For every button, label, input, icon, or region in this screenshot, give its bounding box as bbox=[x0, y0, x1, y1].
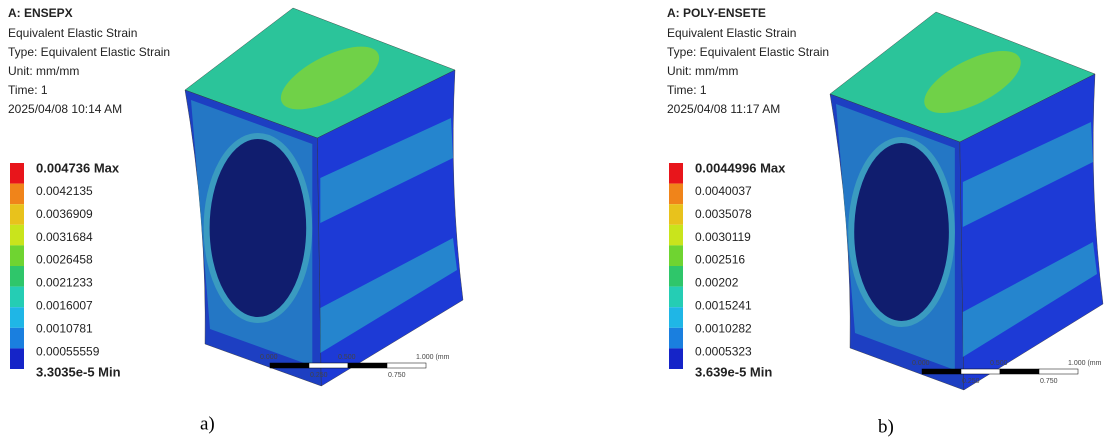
legend-swatch bbox=[10, 328, 24, 349]
result-info: 2025/04/08 11:17 AM bbox=[667, 102, 780, 116]
legend-label: 0.0040037 bbox=[695, 184, 752, 198]
result-info: Equivalent Elastic Strain bbox=[667, 26, 796, 40]
legend-swatch bbox=[10, 287, 24, 308]
legend-swatch bbox=[10, 163, 24, 184]
legend-swatch bbox=[669, 245, 683, 266]
scale-segment bbox=[922, 369, 961, 374]
scale-segment bbox=[961, 369, 1000, 374]
legend-swatch bbox=[10, 348, 24, 369]
scale-segment bbox=[270, 363, 309, 368]
legend-swatch bbox=[669, 287, 683, 308]
legend-swatch bbox=[669, 266, 683, 287]
result-info: Equivalent Elastic Strain bbox=[8, 26, 137, 40]
legend-swatch bbox=[10, 184, 24, 205]
legend-label: 0.0030119 bbox=[695, 230, 751, 244]
scale-segment bbox=[348, 363, 387, 368]
panel: A: ENSEPX Equivalent Elastic Strain Type: … bbox=[8, 6, 463, 434]
panel: A: POLY-ENSETE Equivalent Elastic Strain T… bbox=[667, 6, 1103, 437]
caption: b) bbox=[878, 416, 894, 437]
legend-swatch bbox=[10, 245, 24, 266]
scale-label: 0.000 bbox=[912, 360, 930, 367]
result-title: A: ENSEPX bbox=[8, 6, 73, 20]
legend-swatch bbox=[10, 204, 24, 225]
legend-swatch bbox=[10, 266, 24, 287]
legend-label: 0.002516 bbox=[695, 253, 745, 267]
legend-label: 0.0010781 bbox=[36, 321, 93, 335]
legend-label: 0.0044996 Max bbox=[695, 160, 786, 175]
scale-label: 0.500 bbox=[990, 360, 1008, 367]
legend-label: 0.0026458 bbox=[36, 253, 93, 267]
legend-label: 0.0036909 bbox=[36, 207, 93, 221]
legend-label: 0.00055559 bbox=[36, 344, 100, 358]
result-info: Time: 1 bbox=[667, 83, 707, 97]
scale-label: 0.250 bbox=[310, 372, 328, 379]
legend-swatch bbox=[669, 348, 683, 369]
legend-swatch bbox=[10, 225, 24, 246]
legend-swatch bbox=[669, 184, 683, 205]
scale-label: 0.250 bbox=[962, 378, 980, 385]
scale-segment bbox=[387, 363, 426, 368]
legend-label: 0.0005323 bbox=[695, 344, 752, 358]
legend-label: 3.639e-5 Min bbox=[695, 364, 772, 379]
result-info: Time: 1 bbox=[8, 83, 48, 97]
caption: a) bbox=[200, 413, 215, 434]
legend-swatch bbox=[669, 225, 683, 246]
scale-label: 0.750 bbox=[1040, 378, 1058, 385]
hole bbox=[207, 136, 310, 320]
scale-segment bbox=[309, 363, 348, 368]
figure: A: ENSEPX Equivalent Elastic Strain Type: … bbox=[0, 0, 1105, 441]
scale-segment bbox=[1039, 369, 1078, 374]
legend-swatch bbox=[669, 204, 683, 225]
scale-segment bbox=[1000, 369, 1039, 374]
legend-swatch bbox=[669, 328, 683, 349]
legend-label: 0.00202 bbox=[695, 276, 739, 290]
hole bbox=[851, 140, 952, 324]
legend-swatch bbox=[10, 307, 24, 328]
scale-label: 1.000 (mm bbox=[416, 354, 450, 361]
legend-label: 0.004736 Max bbox=[36, 160, 120, 175]
legend-swatch bbox=[669, 307, 683, 328]
result-info: Type: Equivalent Elastic Strain bbox=[8, 45, 170, 59]
legend-label: 3.3035e-5 Min bbox=[36, 364, 121, 379]
legend-label: 0.0010282 bbox=[695, 321, 752, 335]
legend-swatch bbox=[669, 163, 683, 184]
scale-label: 1.000 (mm bbox=[1068, 360, 1102, 367]
legend-label: 0.0042135 bbox=[36, 184, 93, 198]
result-info: Type: Equivalent Elastic Strain bbox=[667, 45, 829, 59]
result-info: 2025/04/08 10:14 AM bbox=[8, 102, 122, 116]
result-title: A: POLY-ENSETE bbox=[667, 6, 766, 20]
result-info: Unit: mm/mm bbox=[667, 64, 738, 78]
legend-label: 0.0021233 bbox=[36, 276, 93, 290]
legend-label: 0.0016007 bbox=[36, 299, 93, 313]
scale-label: 0.750 bbox=[388, 372, 406, 379]
legend-label: 0.0035078 bbox=[695, 207, 752, 221]
result-info: Unit: mm/mm bbox=[8, 64, 79, 78]
scale-label: 0.500 bbox=[338, 354, 356, 361]
legend-label: 0.0031684 bbox=[36, 230, 93, 244]
legend-label: 0.0015241 bbox=[695, 299, 752, 313]
scale-label: 0.000 bbox=[260, 354, 278, 361]
